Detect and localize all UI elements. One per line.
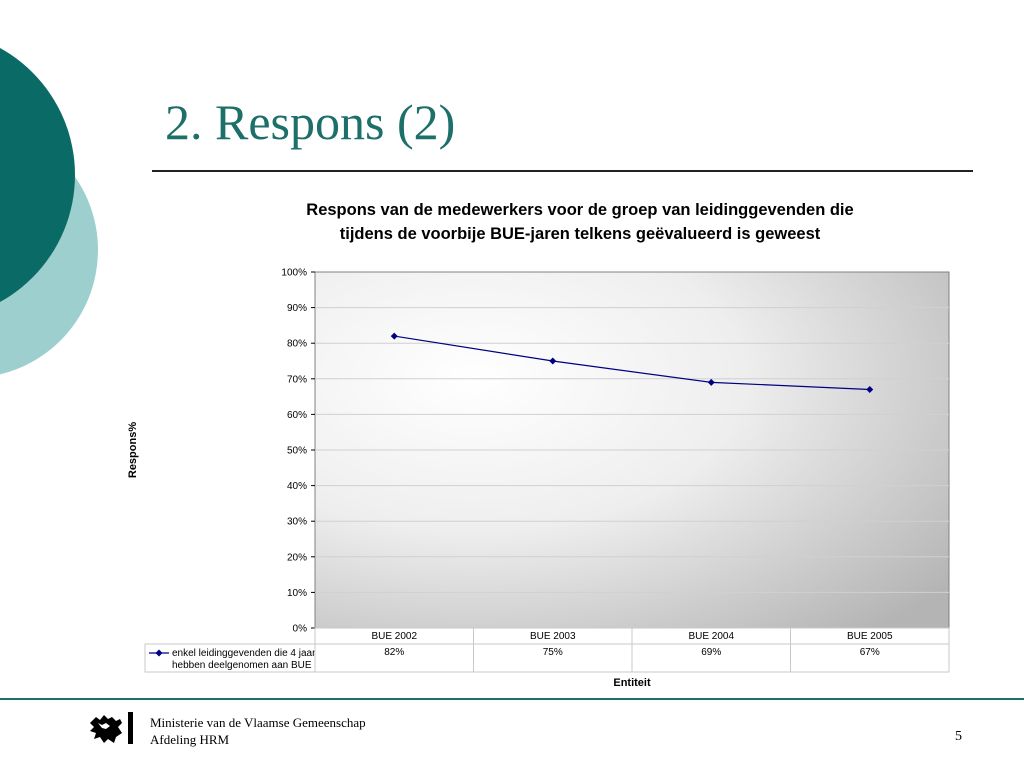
y-tick-label: 70% xyxy=(287,374,307,385)
x-category-label: BUE 2003 xyxy=(530,631,576,642)
y-axis-ticks: 0% 10% 20% 30% 40% 50% 60% 70% 80% 90% 100% xyxy=(281,268,315,635)
y-tick-label: 30% xyxy=(287,517,307,528)
series-line xyxy=(394,335,870,391)
data-value-label: 69% xyxy=(701,647,721,658)
slide-title: 2. Respons (2) xyxy=(165,94,456,150)
data-point-marker xyxy=(390,332,398,340)
footer-org-line-1: Ministerie van de Vlaamse Gemeenschap xyxy=(150,715,366,730)
legend-key-marker xyxy=(155,649,163,657)
y-axis-label: Respons% xyxy=(127,422,139,478)
y-tick-label: 60% xyxy=(287,410,307,421)
data-table: BUE 2002 BUE 2003 BUE 2004 BUE 2005 enkel le… xyxy=(144,627,950,673)
chart-title-line-2: tijdens de voorbije BUE-jaren telkens ge… xyxy=(339,225,821,243)
dark-teal-circle xyxy=(0,48,75,302)
table-value-cell xyxy=(631,643,791,673)
y-tick-label: 40% xyxy=(287,481,307,492)
line-chart: 0% 10% 20% 30% 40% 50% 60% 70% 80% 90% 100% Respon… xyxy=(127,268,950,689)
flemish-lion-logo xyxy=(90,712,133,744)
chart-title-line-1: Respons van de medewerkers voor de groep… xyxy=(306,201,854,219)
series-layer xyxy=(390,332,874,393)
footer-org-line-2: Afdeling HRM xyxy=(150,732,230,747)
table-value-cell xyxy=(314,643,474,673)
data-point-marker xyxy=(707,378,715,386)
data-value-label: 75% xyxy=(543,647,563,658)
chart-title: Respons van de medewerkers voor de groep… xyxy=(230,198,930,246)
y-tick-label: 50% xyxy=(287,446,307,457)
data-value-label: 82% xyxy=(384,647,404,658)
y-tick-label: 20% xyxy=(287,552,307,563)
data-value-label: 67% xyxy=(860,647,880,658)
x-axis-label: Entiteit xyxy=(613,677,651,689)
data-point-marker xyxy=(549,357,557,365)
legend-label: enkel leidinggevenden die 4 jaar xyxy=(172,648,316,659)
page-number: 5 xyxy=(955,729,962,744)
gridlines xyxy=(315,307,949,593)
y-tick-label: 10% xyxy=(287,588,307,599)
y-tick-label: 90% xyxy=(287,303,307,314)
decorative-circles xyxy=(0,48,98,375)
x-category-label: BUE 2002 xyxy=(371,631,417,642)
x-category-label: BUE 2004 xyxy=(688,631,734,642)
footer-organization: Ministerie van de Vlaamse Gemeenschap Af… xyxy=(150,714,366,748)
y-tick-label: 80% xyxy=(287,339,307,350)
table-value-cell xyxy=(790,643,950,673)
y-tick-label: 100% xyxy=(281,268,307,279)
footer-divider xyxy=(0,698,1024,700)
y-tick-label: 0% xyxy=(293,624,308,635)
legend-label: hebben deelgenomen aan BUE xyxy=(172,660,312,671)
x-category-label: BUE 2005 xyxy=(847,631,893,642)
title-divider xyxy=(152,170,973,172)
data-point-marker xyxy=(866,385,874,393)
